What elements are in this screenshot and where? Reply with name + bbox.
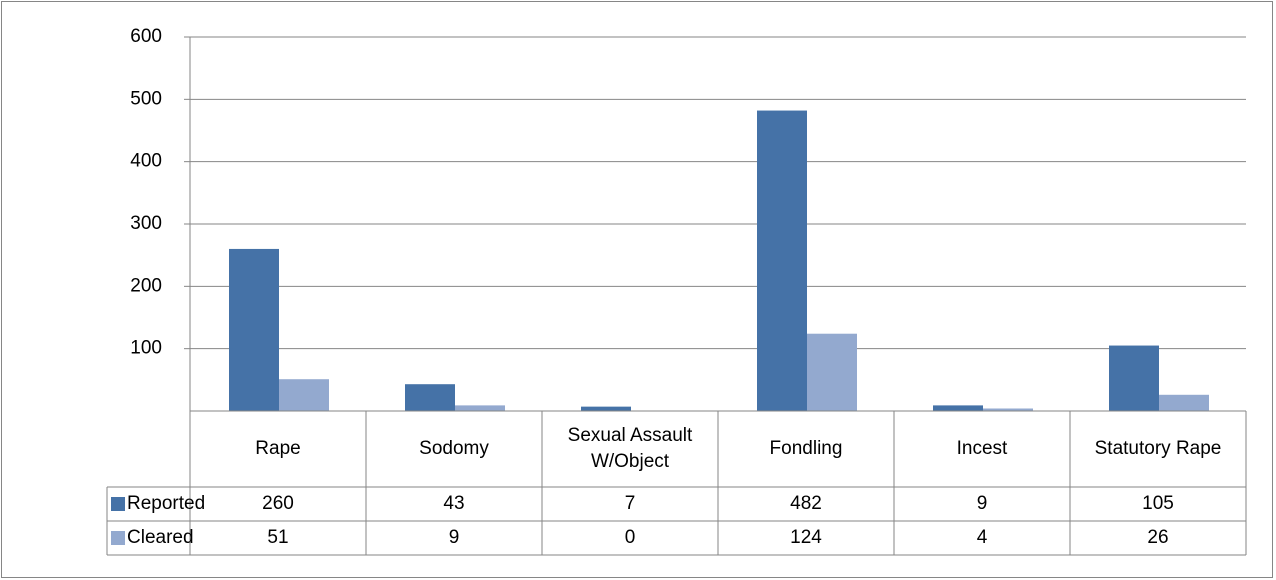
x-tick-label: Fondling [769, 438, 843, 459]
table-value: 51 [267, 527, 289, 548]
x-tick-label: Rape [255, 438, 301, 459]
table-value: 0 [624, 527, 636, 548]
x-tick-label: Sodomy [419, 438, 489, 459]
table-value: 9 [976, 493, 988, 514]
bar [757, 110, 807, 411]
legend-swatch [111, 497, 125, 511]
y-tick-label: 400 [130, 151, 162, 172]
y-tick-label: 100 [130, 338, 162, 359]
x-tick-label: Sexual Assault W/Object [567, 425, 693, 472]
table-value: 43 [443, 493, 465, 514]
bar [1109, 345, 1159, 411]
legend-swatch [111, 531, 125, 545]
table-value: 9 [448, 527, 460, 548]
legend-label: Cleared [127, 527, 194, 548]
table-value: 4 [976, 527, 988, 548]
y-tick-label: 200 [130, 275, 162, 296]
bar [455, 405, 505, 411]
x-tick-label: Incest [956, 438, 1008, 459]
bar [807, 333, 857, 411]
table-value: 124 [790, 527, 822, 548]
table-value: 482 [790, 493, 822, 514]
table-value: 105 [1142, 493, 1174, 514]
table-value: 7 [624, 493, 636, 514]
y-tick-label: 600 [130, 26, 162, 47]
bar [229, 248, 279, 411]
bar [933, 405, 983, 411]
table-value: 26 [1147, 527, 1169, 548]
bar [405, 384, 455, 411]
bar [279, 379, 329, 411]
bar [1159, 394, 1209, 411]
legend-label: Reported [127, 493, 206, 514]
y-tick-label: 500 [130, 88, 162, 109]
bar [983, 408, 1033, 411]
table-value: 260 [262, 493, 294, 514]
y-tick-label: 300 [130, 213, 162, 234]
x-tick-label: Statutory Rape [1094, 438, 1222, 459]
bar [581, 406, 631, 411]
